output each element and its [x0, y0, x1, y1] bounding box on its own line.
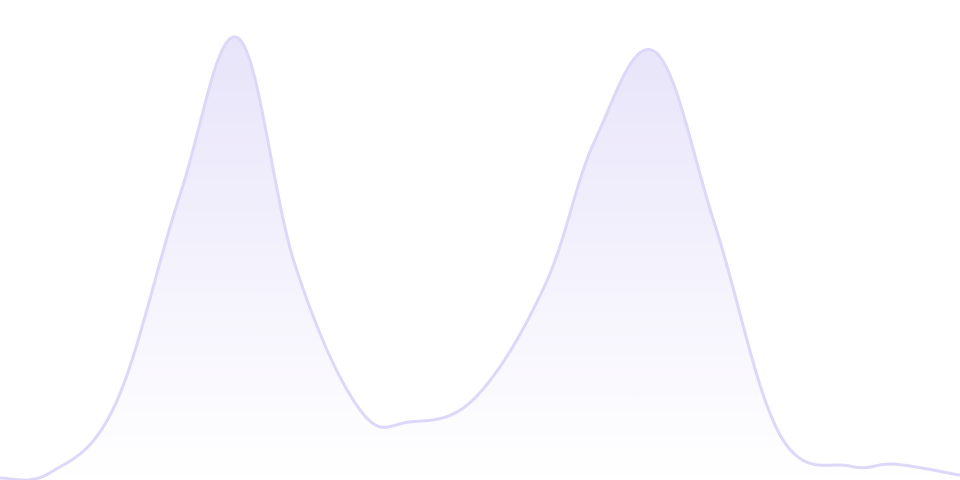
series-line — [0, 35, 960, 480]
area-fill — [0, 36, 960, 480]
